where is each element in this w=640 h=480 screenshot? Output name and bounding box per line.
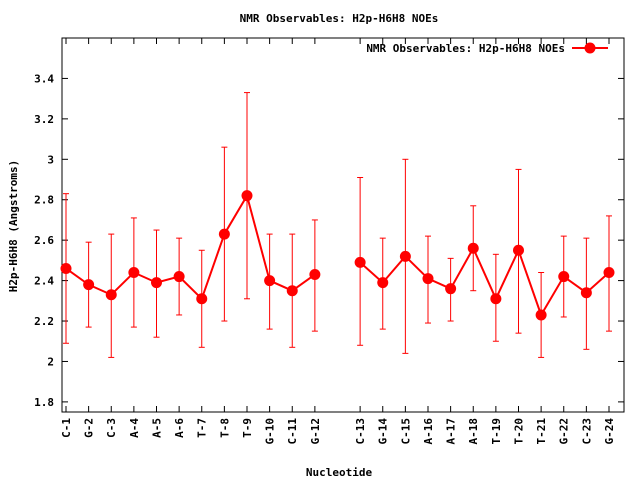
- data-point: [558, 271, 570, 283]
- x-tick-label: G-12: [309, 418, 322, 445]
- data-point: [105, 289, 117, 301]
- y-tick-label: 3: [47, 153, 54, 166]
- x-tick-label: A-18: [467, 418, 480, 445]
- x-tick-label: C-1: [60, 418, 73, 438]
- x-axis-label: Nucleotide: [306, 466, 373, 479]
- y-tick-label: 1.8: [34, 396, 54, 409]
- x-tick-label: G-10: [264, 418, 277, 445]
- data-point: [512, 244, 524, 256]
- data-point: [354, 256, 366, 268]
- data-point: [580, 287, 592, 299]
- x-tick-label: T-7: [196, 418, 209, 438]
- x-tick-label: A-5: [150, 418, 163, 438]
- x-tick-label: A-17: [445, 418, 458, 445]
- x-tick-label: C-3: [105, 418, 118, 438]
- data-point: [241, 190, 253, 202]
- y-tick-label: 2.8: [34, 194, 54, 207]
- y-tick-label: 2.4: [34, 275, 54, 288]
- y-tick-label: 2.6: [34, 234, 54, 247]
- x-tick-label: T-8: [218, 418, 231, 438]
- data-point: [150, 277, 162, 289]
- legend-label: NMR Observables: H2p-H6H8 NOEs: [366, 42, 565, 55]
- x-tick-label: C-13: [354, 418, 367, 445]
- y-axis: 1.8 2 2.2 2.4 2.6 2.8 3 3.2 3.4: [34, 72, 624, 409]
- data-point: [422, 273, 434, 285]
- data-point: [218, 228, 230, 240]
- data-point: [399, 250, 411, 262]
- y-tick-label: 3.2: [34, 113, 54, 126]
- x-tick-label: T-21: [535, 418, 548, 445]
- data-point: [309, 269, 321, 281]
- data-point: [377, 277, 389, 289]
- y-axis-label: H2p-H6H8 (Angstroms): [7, 160, 20, 292]
- series-layer: [60, 92, 615, 358]
- legend: NMR Observables: H2p-H6H8 NOEs: [366, 42, 608, 55]
- y-tick-label: 2.2: [34, 315, 54, 328]
- x-axis: C-1 G-2 C-3 A-4 A-5 A-6 T-7 T-8 T-9 G-10 C-11 G-12 C…: [60, 38, 616, 445]
- data-point: [535, 309, 547, 321]
- x-tick-label: T-20: [512, 418, 525, 445]
- y-tick-label: 3.4: [34, 72, 54, 85]
- plot-frame: [61, 37, 625, 413]
- x-tick-label: G-24: [603, 418, 616, 445]
- x-tick-label: C-15: [399, 418, 412, 445]
- data-point: [60, 262, 72, 274]
- x-tick-label: G-2: [83, 418, 96, 438]
- x-tick-label: C-11: [286, 418, 299, 445]
- x-tick-label: A-16: [422, 418, 435, 445]
- data-point: [83, 279, 95, 291]
- data-point: [196, 293, 208, 305]
- data-point: [467, 242, 479, 254]
- data-point: [286, 285, 298, 297]
- chart-title: NMR Observables: H2p-H6H8 NOEs: [240, 12, 439, 25]
- data-point: [603, 267, 615, 279]
- legend-marker: [584, 42, 596, 54]
- x-tick-label: T-19: [490, 418, 503, 445]
- data-point: [173, 271, 185, 283]
- x-tick-label: A-4: [128, 418, 141, 438]
- x-tick-label: T-9: [241, 418, 254, 438]
- data-point: [445, 283, 457, 295]
- data-point: [490, 293, 502, 305]
- data-point: [264, 275, 276, 287]
- y-tick-label: 2: [47, 355, 54, 368]
- data-point: [128, 267, 140, 279]
- x-tick-label: G-22: [558, 418, 571, 445]
- x-tick-label: A-6: [173, 418, 186, 438]
- x-tick-label: C-23: [580, 418, 593, 445]
- x-tick-label: G-14: [377, 418, 390, 445]
